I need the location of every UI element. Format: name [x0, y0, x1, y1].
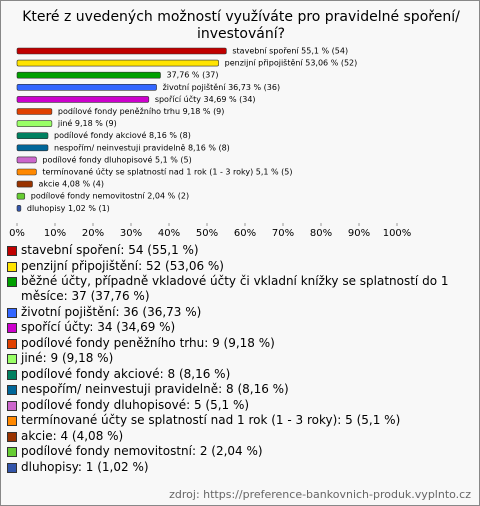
- legend-item: podílové fondy akciové: 8 (8,16 %): [7, 367, 473, 382]
- bar: [16, 59, 219, 67]
- legend-swatch: [7, 369, 17, 380]
- legend-swatch: [7, 307, 17, 318]
- bar: [16, 120, 53, 127]
- legend-label: penzijní připojištění: 52 (53,06 %): [21, 258, 224, 273]
- legend-label: dluhopisy: 1 (1,02 %): [21, 459, 149, 474]
- bar-label: podílové fondy dluhopisové 5,1 % (5): [42, 154, 191, 164]
- bar: [16, 168, 37, 176]
- x-tick-label: 10%: [44, 228, 66, 239]
- bar-label: 37,76 % (37): [166, 71, 218, 80]
- bar-label: spořící účty 34,69 % (34): [155, 94, 256, 104]
- bar-label: stavební spoření 55,1 % (54): [232, 47, 348, 56]
- bar: [16, 84, 157, 91]
- source: zdroj: https://preference-bankovnich-pro…: [169, 488, 471, 501]
- x-tick-label: 60%: [234, 228, 256, 239]
- legend-swatch: [7, 323, 17, 333]
- legend-swatch: [7, 246, 17, 256]
- x-tick-label: 30%: [120, 228, 142, 239]
- legend-item: akcie: 4 (4,08 %): [7, 429, 473, 444]
- bar-label: podílové fondy nemovitostní 2,04 % (2): [31, 191, 189, 201]
- bar-label: dluhopisy 1,02 % (1): [27, 204, 110, 213]
- legend-swatch: [7, 400, 17, 411]
- legend-item: dluhopisy: 1 (1,02 %): [7, 460, 473, 475]
- legend-item: běžné účty, případně vkladové účty či vk…: [7, 274, 473, 304]
- x-tick-label: 80%: [310, 228, 332, 239]
- legend-swatch: [7, 431, 17, 442]
- legend-swatch: [7, 261, 17, 272]
- legend-label: podílové fondy peněžního trhu: 9 (9,18 %…: [21, 335, 275, 350]
- legend-label: podílové fondy dluhopisové: 5 (5,1 %): [21, 397, 250, 412]
- bar: [16, 180, 33, 188]
- legend-label: termínované účty se splatností nad 1 rok…: [21, 413, 401, 427]
- legend-swatch: [7, 447, 17, 457]
- bar: [16, 205, 22, 212]
- legend-label: akcie: 4 (4,08 %): [21, 428, 124, 443]
- legend-label: spořící účty: 34 (34,69 %): [21, 320, 176, 334]
- legend-item: jiné: 9 (9,18 %): [7, 351, 473, 366]
- bar: [16, 96, 150, 103]
- plot: 0% 10% 20% 30% 40% 50% 60% 70% 80% 90% 100% stavebn…: [9, 47, 412, 240]
- legend-item: nespořím/ neinvestuji pravidelně: 8 (8,1…: [7, 382, 473, 397]
- legend-item: podílové fondy peněžního trhu: 9 (9,18 %…: [7, 336, 473, 351]
- x-tick-label: 20%: [82, 228, 104, 239]
- bar: [16, 132, 49, 139]
- bar: [16, 144, 49, 152]
- legend-swatch: [7, 385, 17, 395]
- legend-label: podílové fondy nemovitostní: 2 (2,04 %): [21, 444, 263, 458]
- bar: [16, 71, 161, 79]
- legend: stavební spoření: 54 (55,1 %) penzijní př…: [7, 243, 473, 475]
- legend-swatch: [7, 462, 17, 473]
- legend-label: podílové fondy akciové: 8 (8,16 %): [21, 366, 231, 381]
- legend-item: spořící účty: 34 (34,69 %): [7, 320, 473, 335]
- bar-label: podílové fondy akciové 8,16 % (8): [54, 130, 191, 140]
- legend-item: životní pojištění: 36 (36,73 %): [7, 305, 473, 320]
- x-tick-label: 50%: [196, 228, 218, 239]
- legend-label: běžné účty, případně vkladové účty či vk…: [21, 274, 449, 303]
- x-tick-label: 100%: [383, 228, 412, 239]
- bar: [16, 156, 37, 164]
- legend-label: jiné: 9 (9,18 %): [21, 351, 114, 365]
- legend-swatch: [7, 338, 17, 349]
- bar-label: termínované účty se splatností nad 1 rok…: [42, 167, 292, 177]
- chart-title: Které z uvedených možností využíváte pro…: [22, 9, 460, 42]
- x-tick-label: 70%: [272, 228, 294, 239]
- legend-label: nespořím/ neinvestuji pravidelně: 8 (8,1…: [21, 382, 289, 396]
- legend-item: penzijní připojištění: 52 (53,06 %): [7, 259, 473, 274]
- bar-label: podílové fondy peněžního trhu 9,18 % (9): [58, 106, 225, 116]
- legend-label: stavební spoření: 54 (55,1 %): [21, 243, 199, 257]
- legend-swatch: [7, 416, 17, 426]
- legend-item: podílové fondy dluhopisové: 5 (5,1 %): [7, 398, 473, 413]
- x-tick-label: 0%: [9, 228, 25, 239]
- bar-label: penzijní připojištění 53,06 % (52): [225, 58, 358, 68]
- bar-label: životní pojištění 36,73 % (36): [163, 82, 281, 92]
- bar-label: nespořím/ neinvestuji pravidelně 8,16 % …: [54, 143, 230, 152]
- legend-item: podílové fondy nemovitostní: 2 (2,04 %): [7, 444, 473, 459]
- bar: [16, 108, 53, 115]
- bar-label: jiné 9,18 % (9): [57, 118, 117, 128]
- bar-label: akcie 4,08 % (4): [39, 180, 104, 189]
- legend-item: termínované účty se splatností nad 1 rok…: [7, 413, 473, 428]
- x-tick-label: 90%: [348, 228, 370, 239]
- legend-swatch: [7, 277, 17, 287]
- bar: [16, 192, 26, 200]
- x-tick-label: 40%: [158, 228, 180, 239]
- bar: [16, 47, 227, 55]
- legend-swatch: [7, 354, 17, 364]
- legend-label: životní pojištění: 36 (36,73 %): [21, 304, 202, 319]
- legend-item: stavební spoření: 54 (55,1 %): [7, 243, 473, 258]
